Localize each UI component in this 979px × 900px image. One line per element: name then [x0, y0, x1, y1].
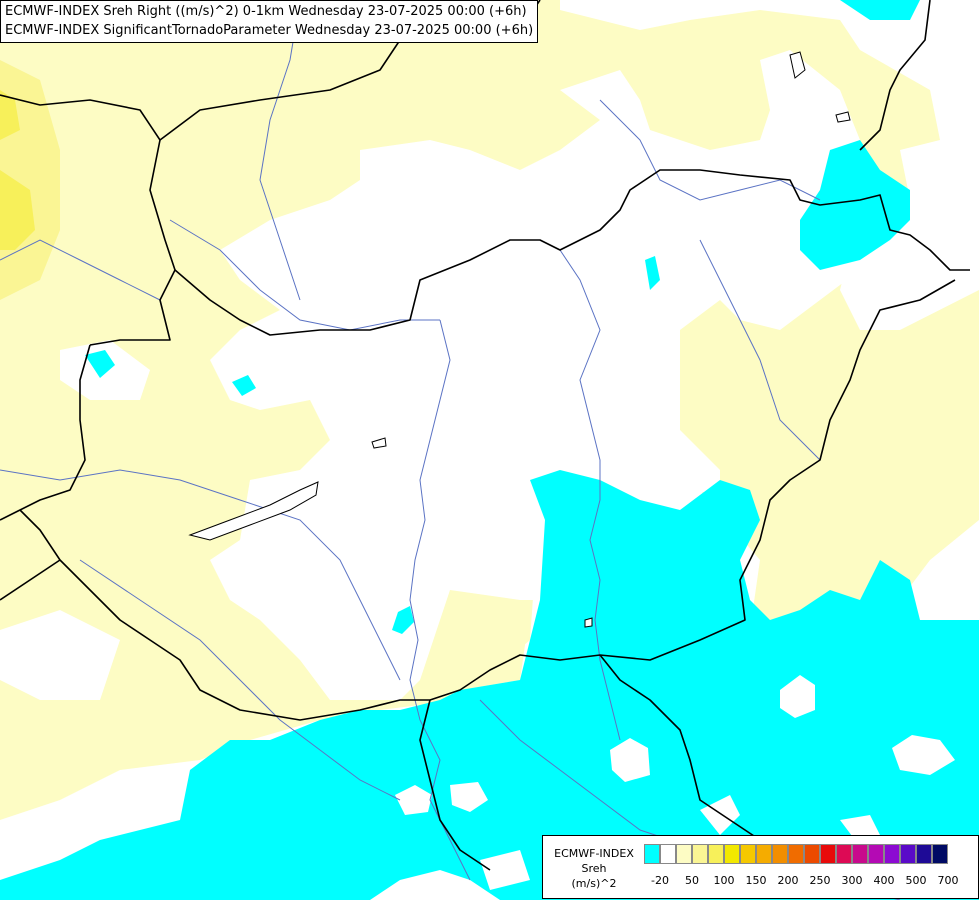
- color-legend: ECMWF-INDEX Sreh (m/s)^2 -20 50 100 150 200 2…: [542, 835, 979, 899]
- legend-tick-label: -20: [651, 874, 669, 887]
- legend-tick-label: 250: [809, 874, 831, 887]
- lake-north: [789, 51, 806, 79]
- map-title-box: ECMWF-INDEX Sreh Right ((m/s)^2) 0-1km W…: [0, 0, 539, 43]
- legend-swatch: [868, 844, 884, 864]
- legend-swatch: [708, 844, 724, 864]
- legend-swatch: [740, 844, 756, 864]
- legend-swatch: [932, 844, 948, 864]
- cyan-holes: [395, 675, 955, 890]
- legend-swatch: [820, 844, 836, 864]
- legend-title-line: Sreh: [581, 862, 607, 875]
- legend-swatch: [660, 844, 676, 864]
- lakes: [188, 51, 851, 628]
- legend-tick-labels: -20 50 100 150 200 250 300 400 500 700: [644, 874, 974, 890]
- legend-swatch: [852, 844, 868, 864]
- legend-swatch: [884, 844, 900, 864]
- lake-north-small: [835, 111, 851, 123]
- legend-swatch: [836, 844, 852, 864]
- legend-title-line: (m/s)^2: [571, 877, 617, 890]
- legend-swatch: [900, 844, 916, 864]
- legend-swatch: [676, 844, 692, 864]
- legend-tick-label: 200: [777, 874, 799, 887]
- lake-small: [371, 437, 387, 449]
- legend-swatch: [788, 844, 804, 864]
- map-title-stp: ECMWF-INDEX SignificantTornadoParameter …: [5, 23, 534, 38]
- map-title-sreh: ECMWF-INDEX Sreh Right ((m/s)^2) 0-1km W…: [5, 4, 527, 19]
- legend-title: ECMWF-INDEX Sreh (m/s)^2: [549, 846, 639, 891]
- legend-swatch: [756, 844, 772, 864]
- legend-tick-label: 300: [841, 874, 863, 887]
- legend-swatch: [916, 844, 932, 864]
- legend-title-line: ECMWF-INDEX: [554, 847, 634, 860]
- legend-tick-label: 400: [873, 874, 895, 887]
- legend-swatch: [772, 844, 788, 864]
- legend-tick-label: 700: [937, 874, 959, 887]
- legend-tick-label: 500: [905, 874, 927, 887]
- legend-swatch: [692, 844, 708, 864]
- lake-balaton: [188, 481, 319, 541]
- lake-south: [584, 617, 593, 628]
- legend-swatch: [724, 844, 740, 864]
- legend-swatches: [644, 844, 948, 864]
- legend-swatch: [644, 844, 660, 864]
- legend-tick-label: 100: [713, 874, 735, 887]
- legend-tick-label: 150: [745, 874, 767, 887]
- sreh-100-150-fill: [0, 60, 60, 300]
- legend-swatch: [804, 844, 820, 864]
- legend-tick-label: 50: [685, 874, 699, 887]
